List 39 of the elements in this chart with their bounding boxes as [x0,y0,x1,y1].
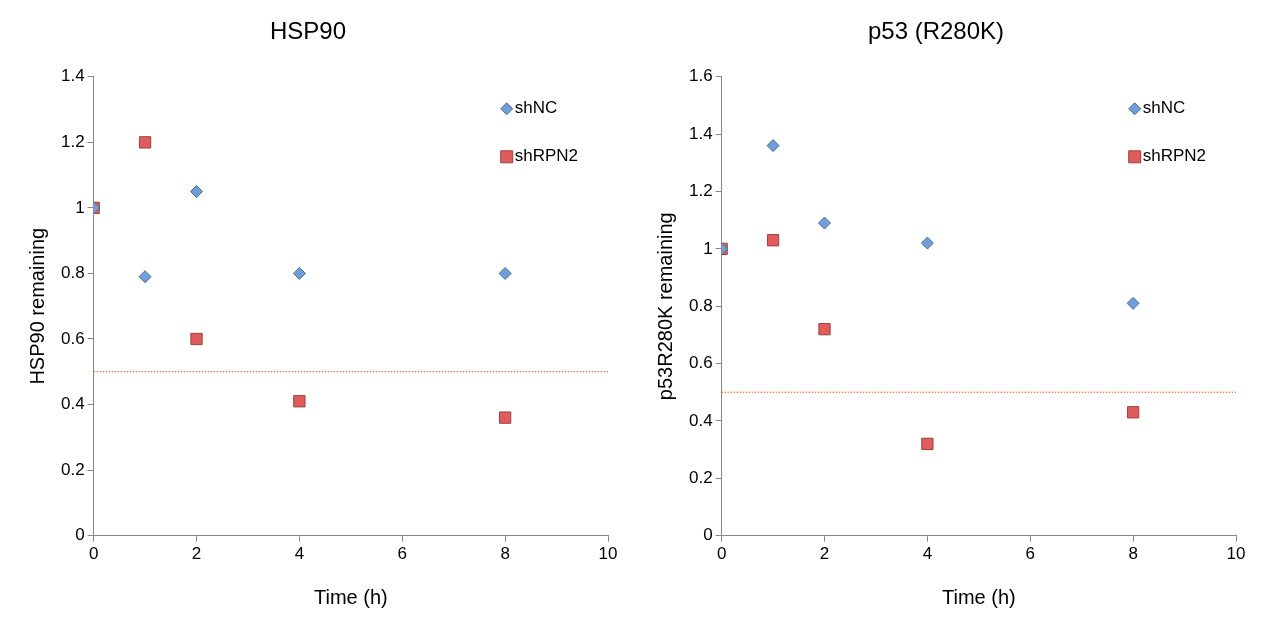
x-axis-title: Time (h) [313,585,388,608]
x-tick-label: 2 [191,544,202,564]
y-tick-label: 0.8 [688,295,713,315]
x-tick-label: 10 [598,544,618,564]
x-tick-label: 0 [88,544,99,564]
x-tick-label: 8 [500,544,510,564]
y-tick-label: 1 [75,197,85,217]
x-tick-label: 6 [1025,544,1035,564]
y-tick-label: 1.6 [688,66,713,86]
y-tick-label: 0.6 [688,353,713,373]
y-axis-title: p53R280K remaining [653,212,676,401]
y-tick-label: 1.2 [688,181,713,201]
x-tick-label: 10 [1226,544,1246,564]
y-tick-label: 0.2 [688,467,713,487]
y-axis-title: HSP90 remaining [25,227,48,385]
y-tick-label: 0.4 [688,410,713,430]
x-tick-label: 8 [1128,544,1138,564]
y-tick-label: 0 [703,525,713,545]
x-axis-title: Time (h) [941,585,1016,608]
x-tick-label: 2 [819,544,830,564]
y-tick-label: 1 [703,238,713,258]
chart-title: HSP90 [269,17,347,45]
y-tick-label: 1.4 [688,123,713,143]
y-tick-label: 0 [75,525,85,545]
legend-label: shNC [1142,98,1186,118]
legend-label: shRPN2 [514,146,579,166]
y-tick-label: 1.4 [60,66,85,86]
y-tick-label: 0.6 [60,328,85,348]
chart-title: p53 (R280K) [867,17,1005,45]
y-tick-label: 0.2 [60,459,85,479]
legend-label: shNC [514,98,558,118]
x-tick-label: 4 [922,544,933,564]
legend-label: shRPN2 [1142,146,1207,166]
x-tick-label: 4 [294,544,305,564]
y-tick-label: 0.8 [60,263,85,283]
x-tick-label: 0 [716,544,727,564]
y-tick-label: 1.2 [60,132,85,152]
y-tick-label: 0.4 [60,394,85,414]
x-tick-label: 6 [397,544,407,564]
